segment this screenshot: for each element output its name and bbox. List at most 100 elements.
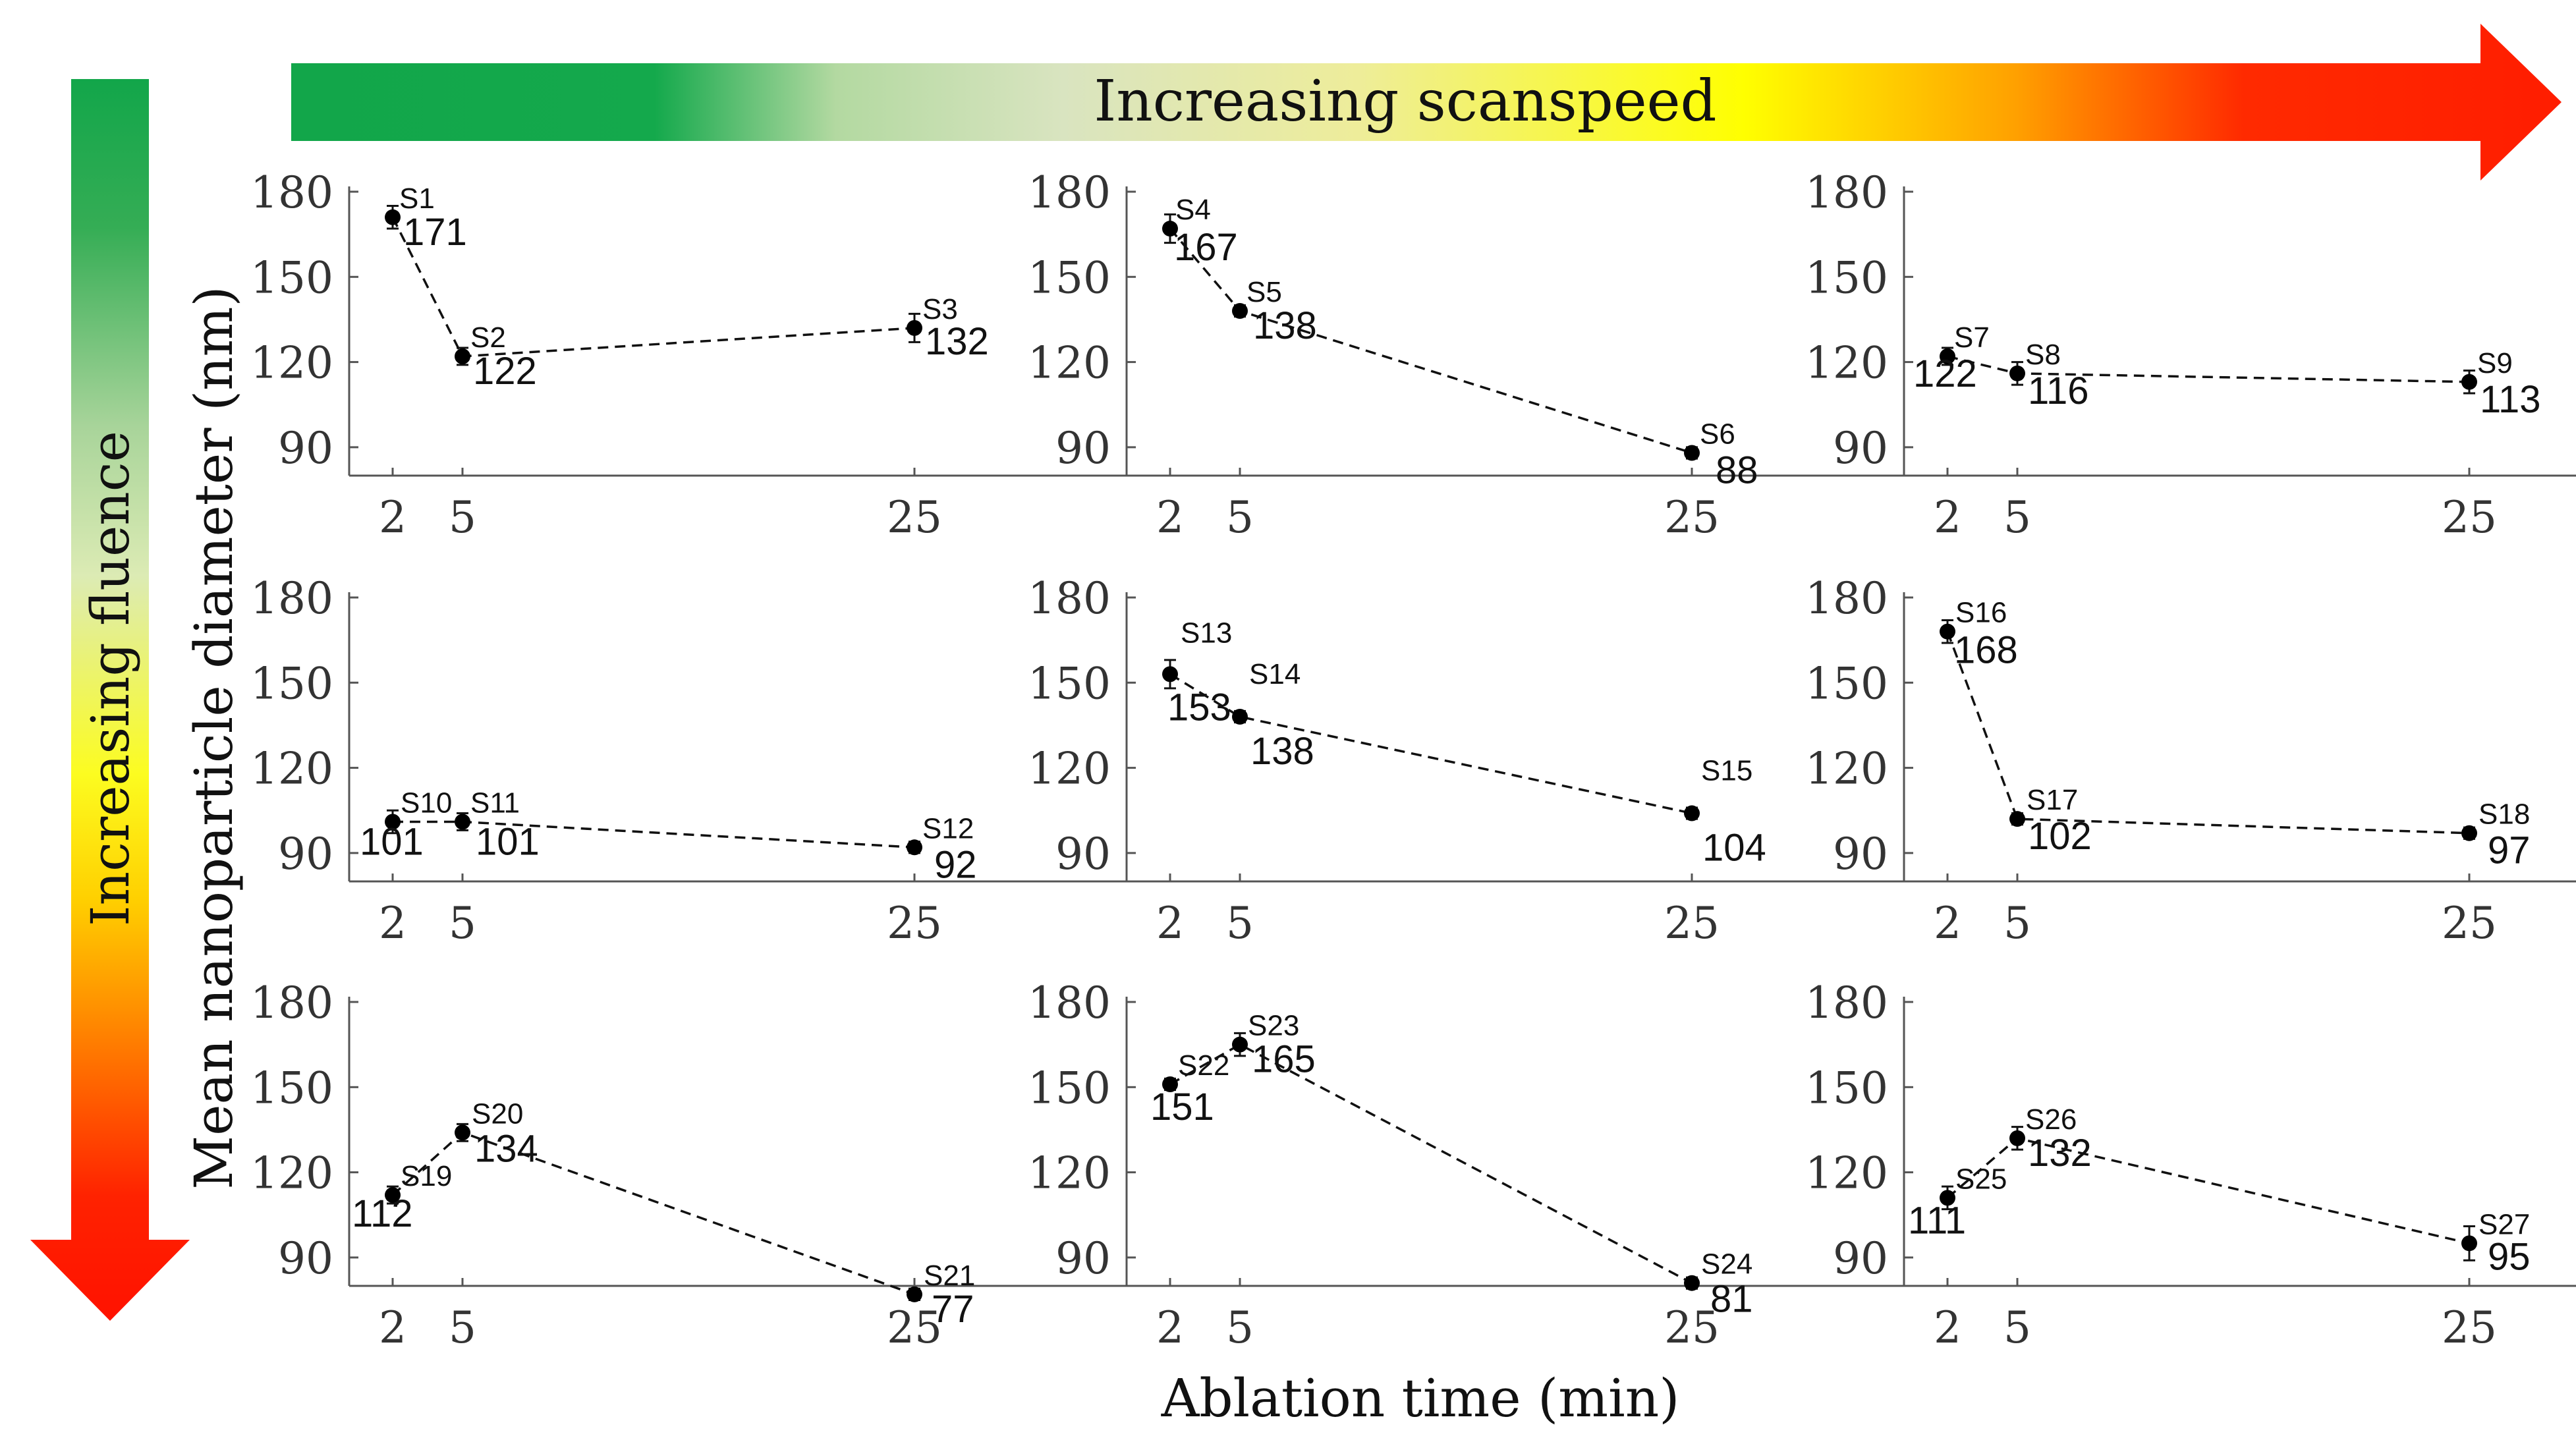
- series-line: [1946, 1136, 2470, 1245]
- x-tick-label: 5: [2003, 898, 2031, 949]
- y-tick-label: 150: [250, 1063, 333, 1113]
- value-label: 167: [1174, 226, 1238, 269]
- x-tick-label: 2: [1934, 492, 1961, 543]
- x-tick-label: 25: [1664, 1302, 1720, 1353]
- value-label: 101: [360, 820, 424, 863]
- scanspeed-label: Increasing scanspeed: [1094, 69, 1716, 134]
- sample-label: S23: [1248, 1010, 1299, 1042]
- x-tick-label: 25: [887, 492, 942, 543]
- data-point: [1162, 221, 1178, 237]
- sample-label: S19: [401, 1160, 452, 1192]
- value-label: 134: [474, 1127, 538, 1170]
- data-point: [385, 209, 401, 225]
- y-tick-label: 120: [250, 1148, 333, 1199]
- data-point: [1162, 1076, 1178, 1092]
- value-label: 102: [2028, 815, 2092, 858]
- sample-label: S16: [1955, 597, 2007, 629]
- data-point: [1684, 1275, 1700, 1291]
- data-point: [1162, 666, 1178, 682]
- x-tick-label: 5: [449, 898, 476, 949]
- value-label: 153: [1167, 686, 1231, 729]
- y-tick-label: 180: [1805, 978, 1888, 1028]
- data-point: [1684, 445, 1700, 461]
- data-point: [2461, 374, 2477, 390]
- data-point: [907, 319, 922, 336]
- value-label: 92: [934, 843, 977, 886]
- value-label: 101: [476, 820, 540, 863]
- value-label: 97: [2488, 829, 2531, 872]
- x-tick-label: 2: [1934, 1302, 1961, 1353]
- y-tick-label: 150: [1805, 1063, 1888, 1113]
- data-point: [2009, 811, 2025, 827]
- x-tick-label: 25: [1664, 898, 1720, 949]
- x-tick-label: 25: [2442, 898, 2497, 949]
- fluence-label: Increasing fluence: [80, 431, 141, 926]
- sample-label: S12: [922, 812, 974, 845]
- y-tick-label: 180: [1805, 167, 1888, 218]
- y-tick-label: 90: [278, 423, 333, 474]
- fluence-arrow: Increasing fluence: [30, 79, 190, 1321]
- panel-5: 90 120 150 180 2 5 25 S13 153 S14 138 S15 104: [1028, 573, 1953, 949]
- x-tick-label: 5: [449, 492, 476, 543]
- sample-label: S10: [401, 787, 452, 819]
- y-tick-label: 180: [250, 573, 333, 624]
- sample-label: S27: [2478, 1208, 2530, 1240]
- x-tick-label: 5: [1226, 898, 1254, 949]
- y-tick-label: 120: [1805, 1148, 1888, 1199]
- data-point: [2461, 1235, 2477, 1252]
- y-tick-label: 180: [1028, 573, 1111, 624]
- data-point: [2461, 825, 2477, 841]
- value-label: 122: [1913, 352, 1977, 395]
- data-point: [1940, 348, 1955, 364]
- sample-label: S11: [470, 787, 520, 819]
- x-tick-label: 5: [2003, 492, 2031, 543]
- x-tick-label: 5: [1226, 1302, 1254, 1353]
- y-tick-label: 180: [250, 167, 333, 218]
- value-label: 81: [1710, 1278, 1753, 1321]
- x-tick-label: 2: [379, 492, 406, 543]
- x-tick-label: 25: [887, 1302, 942, 1353]
- value-label: 132: [2028, 1132, 2092, 1175]
- y-tick-label: 150: [250, 658, 333, 709]
- y-tick-label: 90: [1055, 1233, 1111, 1284]
- x-tick-label: 25: [1664, 492, 1720, 543]
- fluence-arrow-shape: [30, 79, 190, 1321]
- data-point: [907, 839, 922, 856]
- sample-label: S14: [1249, 658, 1301, 690]
- data-point: [385, 1187, 401, 1204]
- y-tick-label: 90: [1833, 1233, 1888, 1284]
- value-label: 77: [932, 1288, 974, 1331]
- sample-label: S20: [472, 1097, 523, 1130]
- data-point: [1940, 623, 1955, 640]
- y-tick-label: 90: [1833, 423, 1888, 474]
- sample-label: S22: [1178, 1049, 1229, 1082]
- x-axis-label: Ablation time (min): [1161, 1368, 1680, 1429]
- data-point: [1232, 709, 1248, 725]
- x-tick-label: 5: [2003, 1302, 2031, 1353]
- data-point: [1940, 1190, 1955, 1206]
- series-line: [391, 1131, 915, 1296]
- sample-label: S1: [399, 182, 435, 215]
- x-tick-label: 5: [449, 1302, 476, 1353]
- value-label: 165: [1252, 1038, 1316, 1081]
- value-label: 171: [403, 211, 467, 254]
- x-tick-label: 2: [1156, 1302, 1184, 1353]
- y-tick-label: 150: [1028, 252, 1111, 303]
- value-label: 113: [2480, 378, 2540, 421]
- series-line: [1169, 227, 1693, 455]
- data-point: [385, 814, 401, 830]
- y-tick-label: 120: [1028, 338, 1111, 389]
- value-label: 138: [1250, 730, 1314, 773]
- scanspeed-arrow-shape: [291, 24, 2562, 180]
- data-point: [1232, 1036, 1248, 1053]
- y-tick-label: 120: [250, 744, 333, 794]
- x-tick-label: 25: [887, 898, 942, 949]
- sample-label: S7: [1954, 321, 1990, 354]
- x-tick-label: 25: [2442, 492, 2497, 543]
- data-point: [455, 814, 470, 830]
- sample-label: S5: [1246, 276, 1282, 308]
